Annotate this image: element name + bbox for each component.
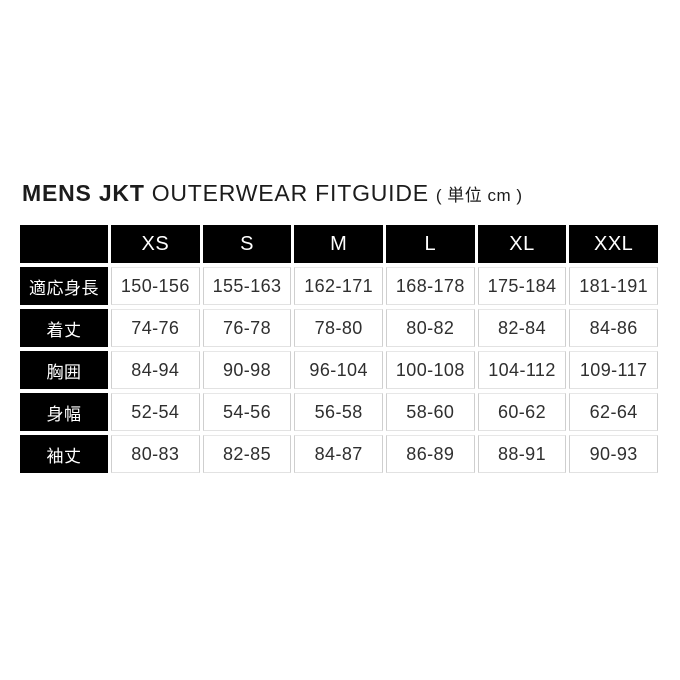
table-corner-cell [20,225,108,263]
table-cell-height-s: 155-163 [202,267,292,305]
table-cell-back-length-xl: 82-84 [477,309,567,347]
column-header-s: S [202,225,292,263]
table-cell-height-l: 168-178 [385,267,475,305]
table-cell-height-xxl: 181-191 [569,267,658,305]
column-header-xs: XS [111,225,200,263]
table-cell-back-length-l: 80-82 [385,309,475,347]
title-unit-note: ( 単位 cm ) [435,186,523,205]
table-cell-body-width-s: 54-56 [202,393,292,431]
table-cell-sleeve-s: 82-85 [202,435,292,473]
row-label-body-width: 身幅 [20,393,108,431]
column-header-m: M [294,225,383,263]
table-cell-body-width-xs: 52-54 [111,393,200,431]
row-label-back-length: 着丈 [20,309,108,347]
table-cell-height-xl: 175-184 [477,267,567,305]
table-cell-height-xs: 150-156 [111,267,200,305]
table-cell-height-m: 162-171 [294,267,383,305]
table-cell-chest-xxl: 109-117 [569,351,658,389]
page-title: MENS JKT OUTERWEAR FITGUIDE ( 単位 cm ) [22,180,523,207]
table-cell-sleeve-m: 84-87 [294,435,383,473]
table-cell-chest-s: 90-98 [202,351,292,389]
title-brand: MENS JKT [22,180,145,206]
table-cell-chest-xs: 84-94 [111,351,200,389]
table-cell-back-length-xs: 74-76 [111,309,200,347]
column-header-xxl: XXL [569,225,658,263]
table-cell-body-width-xxl: 62-64 [569,393,658,431]
column-header-l: L [385,225,475,263]
table-cell-chest-xl: 104-112 [477,351,567,389]
row-label-chest: 胸囲 [20,351,108,389]
table-cell-sleeve-xl: 88-91 [477,435,567,473]
table-cell-back-length-s: 76-78 [202,309,292,347]
table-cell-sleeve-xxl: 90-93 [569,435,658,473]
table-cell-back-length-xxl: 84-86 [569,309,658,347]
column-header-xl: XL [477,225,567,263]
table-cell-body-width-m: 56-58 [294,393,383,431]
fit-guide-table: XS S M L XL XXL 適応身長 150-156 155-163 162… [20,225,658,473]
table-cell-body-width-l: 58-60 [385,393,475,431]
table-cell-back-length-m: 78-80 [294,309,383,347]
table-cell-body-width-xl: 60-62 [477,393,567,431]
row-label-sleeve: 袖丈 [20,435,108,473]
table-cell-sleeve-l: 86-89 [385,435,475,473]
table-cell-chest-l: 100-108 [385,351,475,389]
title-category: OUTERWEAR FITGUIDE [151,180,429,206]
table-cell-sleeve-xs: 80-83 [111,435,200,473]
row-label-height: 適応身長 [20,267,108,305]
table-cell-chest-m: 96-104 [294,351,383,389]
